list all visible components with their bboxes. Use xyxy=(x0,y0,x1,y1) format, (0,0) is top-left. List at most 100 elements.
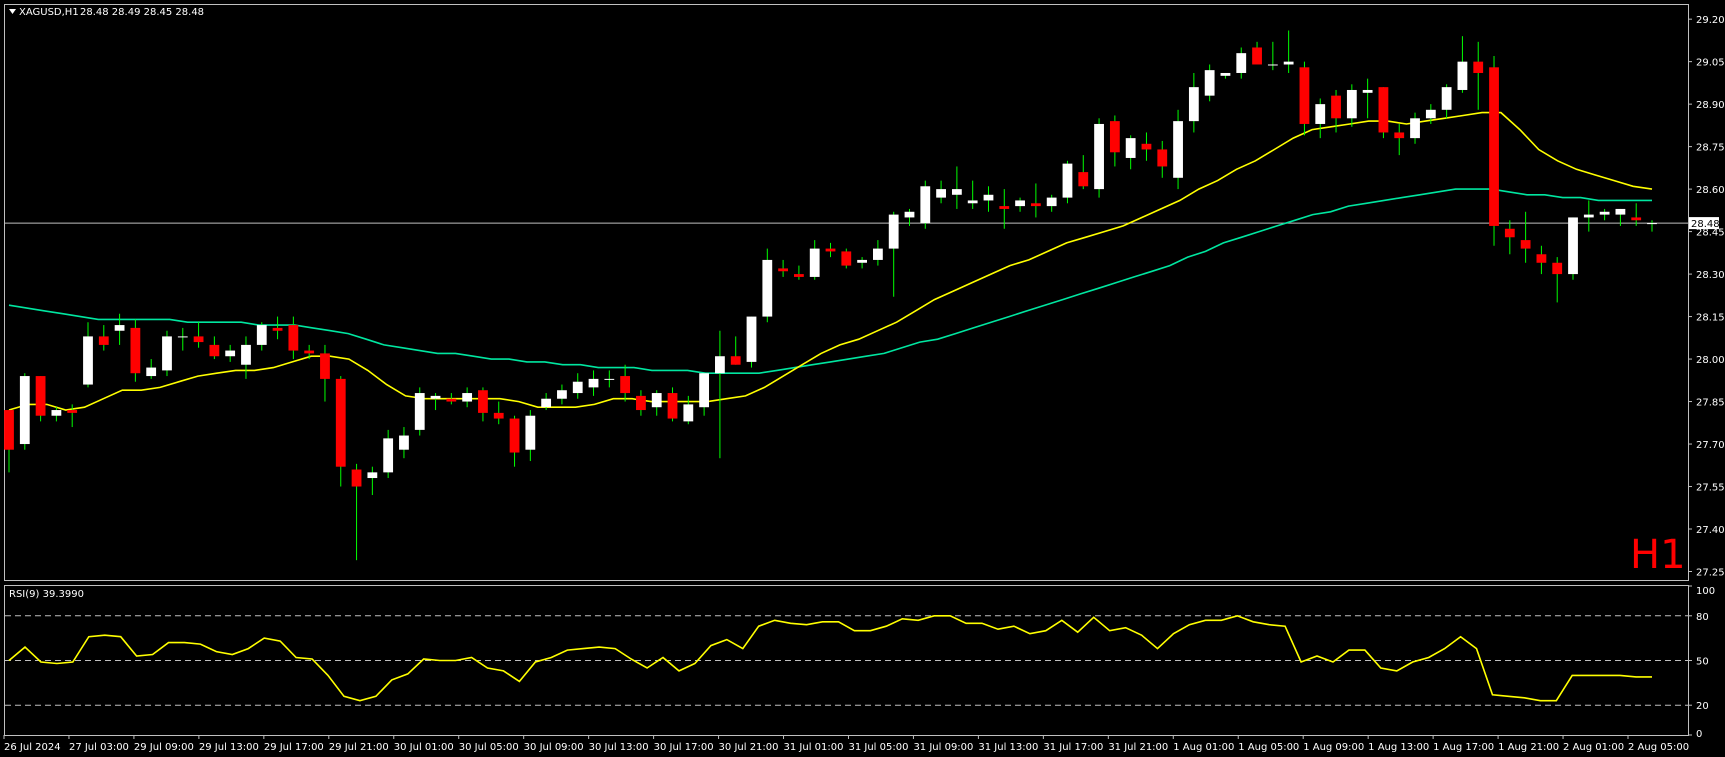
candle-body xyxy=(288,325,299,351)
candle-body xyxy=(999,206,1010,209)
candle-body xyxy=(1220,72,1231,76)
candle-body xyxy=(1362,89,1373,93)
candle-body xyxy=(794,274,804,277)
candle-body xyxy=(936,189,946,198)
chevron-down-icon[interactable] xyxy=(9,9,16,14)
time-tick-label: 30 Jul 05:00 xyxy=(459,742,519,753)
ma-slow-line xyxy=(8,188,1652,375)
candle-body xyxy=(1489,67,1499,226)
candle-body xyxy=(335,378,346,467)
time-axis: 26 Jul 2024 27 Jul 03:00 29 Jul 09:00 29 Ju… xyxy=(3,735,1689,753)
candle-body xyxy=(493,412,504,419)
candle-body xyxy=(1252,47,1262,65)
rsi-line xyxy=(8,614,1652,702)
ma-fast-line xyxy=(8,111,1653,411)
candle-body xyxy=(730,356,741,365)
candle-body xyxy=(951,189,962,195)
candle-body xyxy=(825,248,836,252)
rsi-tick-label: 50 xyxy=(1696,657,1709,668)
candle-body xyxy=(1536,254,1547,263)
time-tick-label: 30 Jul 09:00 xyxy=(524,742,584,753)
candle-body xyxy=(1410,118,1420,139)
candle-body xyxy=(162,336,172,371)
time-tick-label: 31 Jul 17:00 xyxy=(1043,742,1103,753)
candle-body xyxy=(146,367,157,377)
price-tick-label: 27.55 xyxy=(1696,483,1725,494)
candle-body xyxy=(699,373,710,408)
candle-body xyxy=(414,393,425,430)
candle-body xyxy=(98,336,109,345)
candle-body xyxy=(857,259,867,263)
candle-body xyxy=(430,395,441,399)
candle-body xyxy=(1394,132,1405,139)
candle-body xyxy=(51,410,62,416)
candle-body xyxy=(19,376,30,445)
candle-body xyxy=(1615,208,1626,215)
candle-body xyxy=(651,393,662,408)
time-tick-label: 30 Jul 01:00 xyxy=(394,742,454,753)
time-tick-label: 31 Jul 21:00 xyxy=(1108,742,1168,753)
time-tick-label: 29 Jul 17:00 xyxy=(264,742,324,753)
candle-body xyxy=(1441,87,1452,110)
timeframe-label: H1 xyxy=(1630,532,1686,578)
candle-body xyxy=(557,390,567,399)
symbol-label: XAGUSD,H1 xyxy=(19,7,79,18)
candle-body xyxy=(1236,53,1247,73)
candle-body xyxy=(478,390,488,413)
candle-body xyxy=(1473,61,1484,73)
candle-body xyxy=(509,418,520,453)
candle-body xyxy=(572,381,583,394)
time-tick-label: 1 Aug 21:00 xyxy=(1498,742,1559,753)
candle-body xyxy=(541,398,552,408)
candle-body xyxy=(1425,109,1436,119)
time-tick-label: 29 Jul 09:00 xyxy=(134,742,194,753)
candle-body xyxy=(1062,163,1073,198)
time-tick-label: 31 Jul 05:00 xyxy=(848,742,908,753)
candle-body xyxy=(383,438,394,473)
price-tick-label: 27.70 xyxy=(1696,440,1725,451)
price-tick-label: 28.75 xyxy=(1696,143,1725,154)
candle-body xyxy=(1015,200,1025,207)
candle-body xyxy=(272,327,283,331)
candle-body xyxy=(983,194,994,201)
candle-body xyxy=(1173,121,1183,178)
rsi-plot: 100 80 50 20 0 xyxy=(5,585,1715,740)
candle-body xyxy=(841,251,852,266)
candle-body xyxy=(746,316,757,362)
candle-body xyxy=(1315,104,1326,124)
candle-body xyxy=(967,200,978,204)
candle-body xyxy=(351,469,362,487)
candle-body xyxy=(636,395,646,411)
candle-body xyxy=(241,344,251,365)
price-tick-label: 28.30 xyxy=(1696,270,1725,281)
candle-body xyxy=(209,344,220,357)
rsi-tick-label: 20 xyxy=(1696,701,1709,712)
candle-body xyxy=(1188,87,1199,122)
candle-body xyxy=(920,186,931,224)
price-tick-label: 27.25 xyxy=(1696,568,1725,579)
candle-body xyxy=(256,325,267,345)
candle-body xyxy=(1125,138,1136,158)
time-tick-label: 29 Jul 21:00 xyxy=(329,742,389,753)
time-tick-label: 31 Jul 01:00 xyxy=(784,742,844,753)
candle-body xyxy=(1520,240,1531,249)
price-tick-label: 27.40 xyxy=(1696,525,1725,536)
main-plot xyxy=(4,30,1688,561)
time-tick-label: 30 Jul 21:00 xyxy=(719,742,779,753)
price-tick-label: 27.85 xyxy=(1696,398,1725,409)
candle-body xyxy=(130,327,141,374)
candle-body xyxy=(1078,172,1089,187)
candle-body xyxy=(525,415,536,450)
candle-body xyxy=(762,259,773,317)
candle-body xyxy=(399,435,409,450)
candle-body xyxy=(1141,143,1152,150)
price-tick-label: 29.20 xyxy=(1696,15,1725,26)
candle-body xyxy=(1346,89,1357,119)
candle-body xyxy=(67,410,78,413)
time-tick-label: 1 Aug 09:00 xyxy=(1303,742,1364,753)
candle-body xyxy=(1631,217,1642,221)
time-tick-label: 27 Jul 03:00 xyxy=(69,742,129,753)
price-tick-label: 28.90 xyxy=(1696,100,1725,111)
